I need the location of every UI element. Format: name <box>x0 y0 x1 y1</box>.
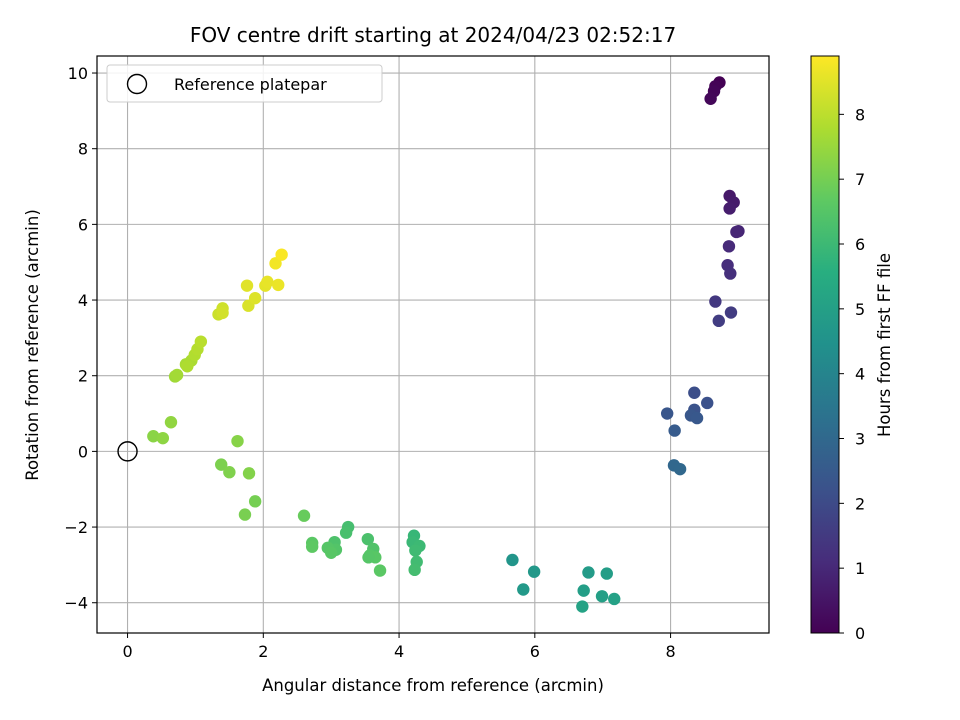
data-point <box>673 462 687 476</box>
colorbar <box>810 55 840 634</box>
data-point <box>362 551 375 564</box>
grid-lines <box>97 56 769 633</box>
colorbar-tick-label: 7 <box>855 170 865 189</box>
data-point <box>527 565 541 578</box>
data-point <box>668 424 681 437</box>
colorbar-tick-label: 4 <box>855 365 865 384</box>
data-point <box>608 592 621 606</box>
data-point <box>248 495 262 508</box>
data-point <box>297 509 311 522</box>
colorbar-tick-label: 0 <box>855 624 865 643</box>
data-point <box>600 567 613 580</box>
data-point <box>231 434 244 448</box>
data-point <box>409 544 422 557</box>
data-point <box>269 257 282 270</box>
legend-entry-reference-platepar: Reference platepar <box>174 75 327 94</box>
data-point <box>373 564 387 577</box>
data-point <box>408 563 421 577</box>
reference-point <box>117 441 138 462</box>
chart-title: FOV centre drift starting at 2024/04/23 … <box>190 23 676 47</box>
x-tick-label: 8 <box>665 642 675 661</box>
data-point <box>577 584 590 597</box>
colorbar-tick-label: 8 <box>855 105 865 124</box>
colorbar-tick-label: 1 <box>855 559 865 578</box>
colorbar-tick-label: 3 <box>855 430 865 449</box>
y-tick-label: 6 <box>78 215 88 234</box>
colorbar-tick-label: 5 <box>855 300 865 319</box>
legend-box <box>106 64 383 103</box>
y-axis-ticks: −4 −2 0 2 4 6 8 10 <box>64 64 97 613</box>
data-point <box>730 225 743 239</box>
data-point <box>722 240 736 253</box>
data-point <box>261 275 274 289</box>
data-point <box>305 540 319 553</box>
y-tick-label: 2 <box>78 367 88 386</box>
data-point <box>688 386 701 399</box>
data-point <box>709 295 722 308</box>
data-point <box>724 306 738 319</box>
data-point <box>248 291 262 305</box>
colorbar-tick-label: 6 <box>855 235 865 254</box>
data-point <box>181 360 194 373</box>
data-point <box>712 314 725 328</box>
colorbar-ticks: 0 1 2 3 4 5 6 7 8 <box>839 105 865 643</box>
colorbar-label: Hours from first FF file <box>875 253 894 437</box>
data-point <box>324 546 338 559</box>
data-point <box>238 508 252 521</box>
x-tick-label: 4 <box>394 642 404 661</box>
data-point <box>595 590 609 603</box>
colorbar-tick-label: 2 <box>855 494 865 513</box>
y-tick-label: 8 <box>78 140 88 159</box>
data-point <box>724 267 737 280</box>
data-point <box>272 278 285 292</box>
data-point <box>194 335 208 348</box>
data-point <box>361 532 375 546</box>
data-point <box>216 306 229 320</box>
data-point <box>690 411 704 425</box>
legend-marker-icon <box>126 73 148 95</box>
data-points <box>147 76 745 613</box>
plot-frame <box>96 55 770 634</box>
data-point <box>339 526 353 539</box>
reference-marker <box>117 441 138 462</box>
y-tick-label: 4 <box>78 291 88 310</box>
data-point <box>223 465 236 479</box>
data-point <box>723 202 736 215</box>
x-tick-label: 0 <box>122 642 132 661</box>
y-tick-label: −4 <box>64 594 88 613</box>
data-point <box>517 583 530 596</box>
data-point <box>242 467 256 480</box>
data-point <box>147 430 160 443</box>
legend: Reference platepar <box>106 64 383 103</box>
y-tick-label: 10 <box>68 64 88 83</box>
y-axis-label: Rotation from reference (arcmin) <box>23 209 42 481</box>
data-point <box>275 248 288 261</box>
data-point <box>240 279 254 292</box>
x-tick-label: 6 <box>530 642 540 661</box>
x-tick-label: 2 <box>258 642 268 661</box>
y-tick-label: −2 <box>64 518 88 537</box>
data-point <box>215 458 228 471</box>
data-point <box>701 396 714 410</box>
data-point <box>576 600 589 613</box>
x-axis-ticks: 0 2 4 6 8 <box>122 633 676 661</box>
data-point <box>704 92 717 105</box>
data-point <box>506 553 519 567</box>
data-point <box>164 416 178 429</box>
data-point <box>156 431 170 445</box>
data-point <box>170 368 184 382</box>
y-tick-label: 0 <box>78 442 88 461</box>
data-point <box>660 407 674 420</box>
data-point <box>582 566 595 579</box>
x-axis-label: Angular distance from reference (arcmin) <box>262 676 604 695</box>
